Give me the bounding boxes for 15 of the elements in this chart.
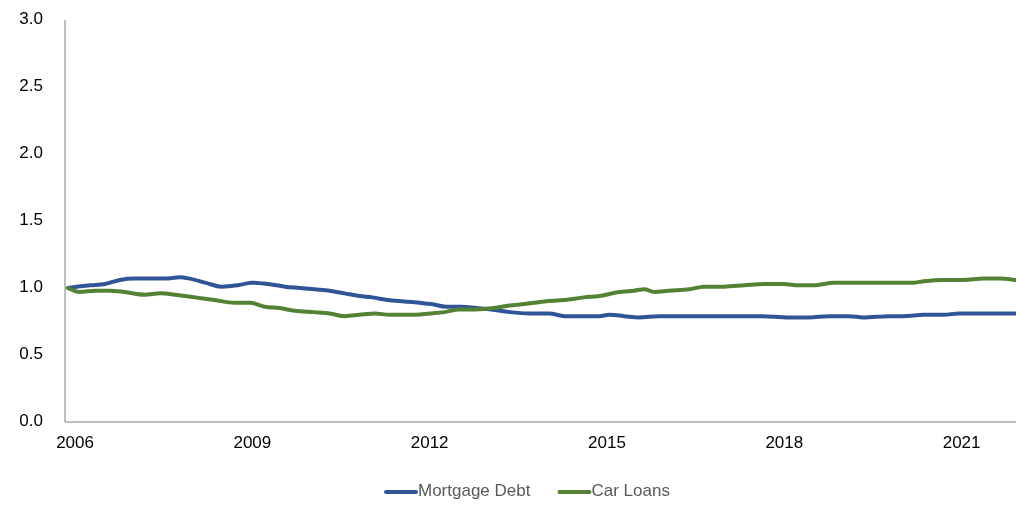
x-tick-label: 2015 bbox=[588, 433, 626, 452]
y-tick-label: 3.0 bbox=[19, 9, 43, 29]
x-tick-label: 2009 bbox=[233, 433, 272, 452]
legend-label: Car Loans bbox=[591, 481, 670, 501]
x-tick-label: 2021 bbox=[942, 433, 981, 452]
y-tick-label: 1.0 bbox=[19, 277, 43, 297]
x-tick-label: 2006 bbox=[56, 433, 94, 452]
y-tick-label: 0.5 bbox=[19, 344, 43, 364]
y-tick-label: 2.0 bbox=[19, 143, 43, 163]
y-tick-label: 0.0 bbox=[19, 411, 43, 431]
legend-label: Mortgage Debt bbox=[418, 481, 531, 501]
y-tick-label: 2.5 bbox=[19, 76, 43, 96]
y-tick-label: 1.5 bbox=[19, 210, 43, 230]
x-tick-label: 2012 bbox=[410, 433, 449, 452]
x-tick-label: 2018 bbox=[765, 433, 804, 452]
